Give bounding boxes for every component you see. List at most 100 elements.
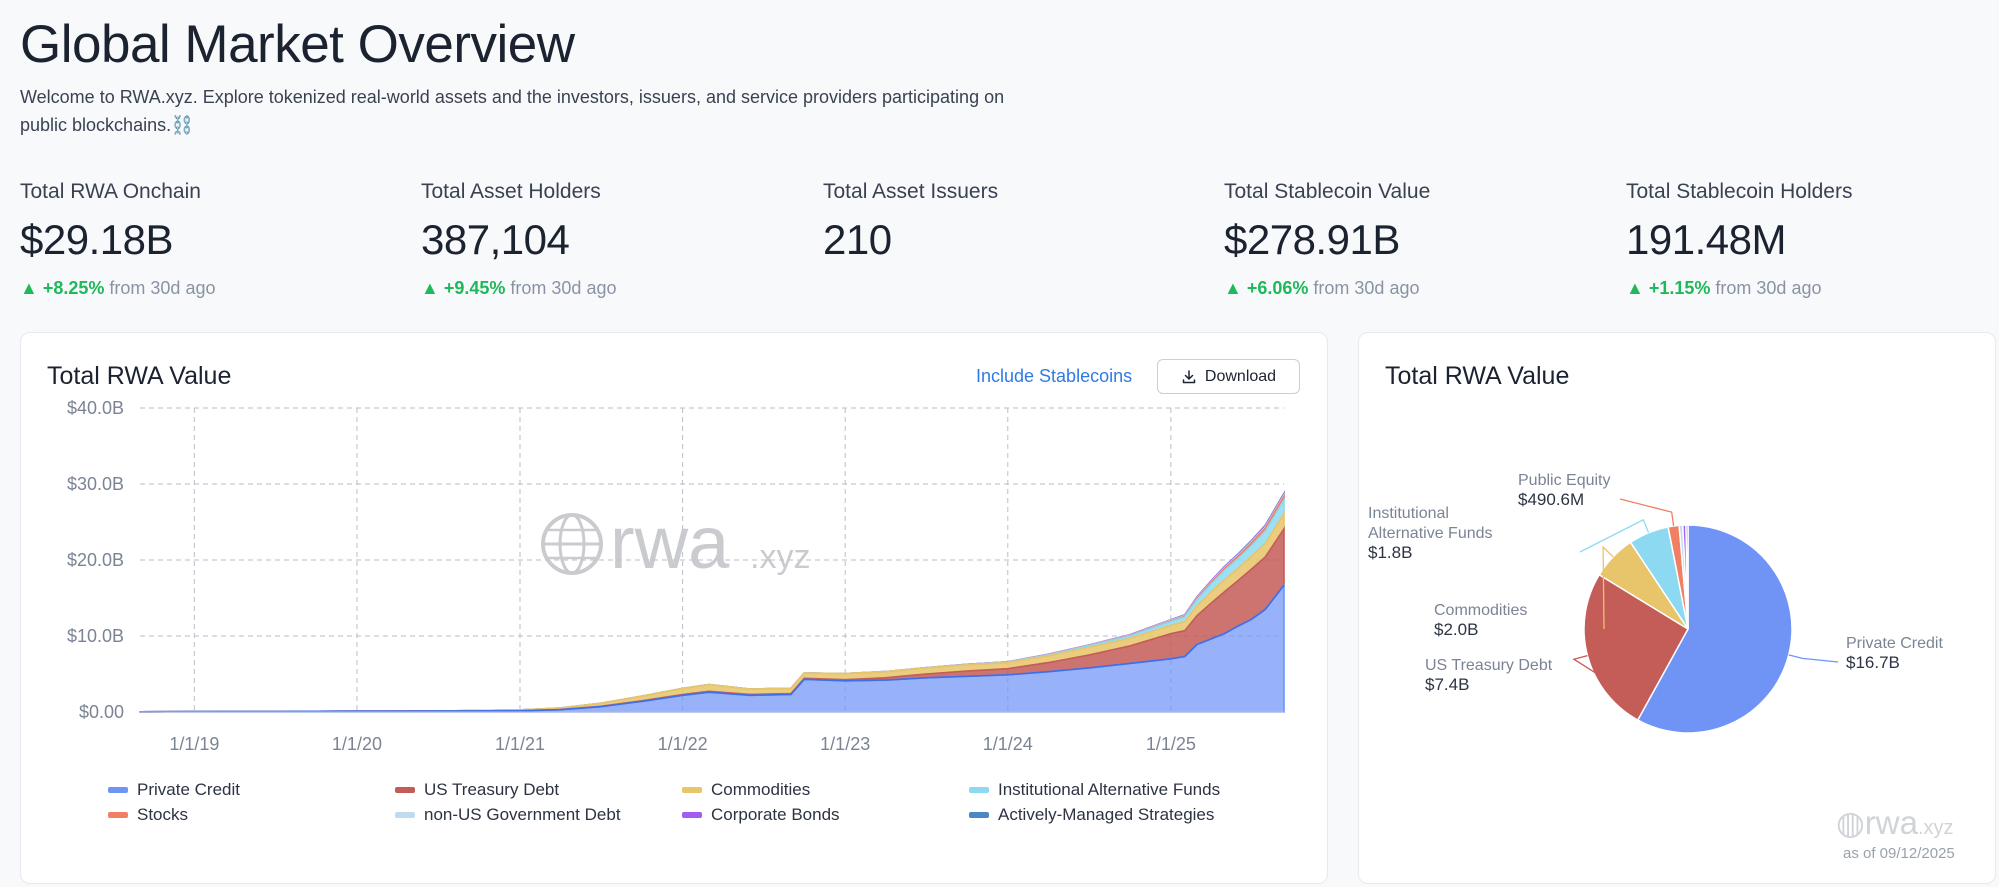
- stat-change: ▲ +1.15% from 30d ago: [1626, 278, 1999, 299]
- pie-leader-line: [1602, 545, 1614, 630]
- watermark-tld: .xyz: [1917, 817, 1954, 839]
- stat-label: Total Asset Issuers: [823, 180, 999, 203]
- legend-label: Actively-Managed Strategies: [998, 805, 1215, 824]
- globe-icon: [541, 513, 603, 575]
- watermark-text: rwa: [1864, 804, 1918, 841]
- stat-value: 191.48M: [1626, 216, 1786, 263]
- stat-change-suffix: from 30d ago: [1715, 278, 1822, 298]
- up-triangle-icon: ▲: [421, 278, 444, 298]
- stat-value: 387,104: [421, 216, 570, 263]
- pie-label-value: $490.6M: [1518, 490, 1584, 509]
- stat-total-asset-issuers: Total Asset Issuers 210: [823, 180, 1203, 264]
- legend-swatch: [682, 812, 702, 818]
- page-title: Global Market Overview: [20, 15, 575, 74]
- pie-chart: Private Credit$16.7B US Treasury Debt$7.4…: [1368, 472, 1943, 734]
- legend-swatch: [395, 812, 415, 818]
- legend-label: Commodities: [711, 780, 811, 799]
- y-tick-label: $10.0B: [67, 626, 124, 646]
- legend-item-non-us-government-debt[interactable]: non-US Government Debt: [395, 805, 682, 825]
- legend-swatch: [395, 787, 415, 793]
- download-button[interactable]: Download: [1157, 359, 1300, 394]
- download-label: Download: [1204, 367, 1277, 385]
- legend-item-private-credit[interactable]: Private Credit: [108, 780, 395, 800]
- pie-slice-actively-managed-strategies[interactable]: [1685, 524, 1689, 630]
- include-stablecoins-toggle[interactable]: Include Stablecoins: [976, 366, 1133, 386]
- stat-change-value: +1.15%: [1648, 278, 1711, 298]
- area-chart-legend: Private Credit US Treasury Debt Commoditie…: [108, 780, 1308, 825]
- area-chart: $0.00 $10.0B $20.0B $30.0B $40.0B 1/1/19 1/1/2…: [67, 398, 1285, 754]
- pie-leader-line: [1619, 498, 1675, 527]
- area-chart-title: Total RWA Value: [47, 362, 232, 390]
- stat-change-suffix: from 30d ago: [510, 278, 617, 298]
- legend-swatch: [969, 787, 989, 793]
- stat-change: ▲ +8.25% from 30d ago: [20, 278, 400, 299]
- pie-label-name: Institutional: [1368, 505, 1449, 522]
- legend-swatch: [108, 787, 128, 793]
- x-tick-label: 1/1/20: [332, 734, 382, 754]
- pie-chart-title: Total RWA Value: [1385, 362, 1570, 390]
- legend-swatch: [682, 787, 702, 793]
- pie-label-value: $2.0B: [1434, 620, 1478, 639]
- legend-item-us-treasury-debt[interactable]: US Treasury Debt: [395, 780, 682, 800]
- up-triangle-icon: ▲: [1224, 278, 1247, 298]
- stat-value: 210: [823, 216, 892, 263]
- pie-label-name: Commodities: [1434, 602, 1527, 619]
- x-tick-label: 1/1/22: [658, 734, 708, 754]
- legend-label: Stocks: [137, 805, 189, 824]
- stat-total-asset-holders: Total Asset Holders 387,104 ▲ +9.45% fro…: [421, 180, 801, 299]
- pie-label-name: Private Credit: [1846, 635, 1943, 652]
- legend-item-corporate-bonds[interactable]: Corporate Bonds: [682, 805, 969, 825]
- legend-item-actively-managed-strategies[interactable]: Actively-Managed Strategies: [969, 805, 1256, 825]
- x-tick-label: 1/1/24: [983, 734, 1033, 754]
- pie-watermark: ◍rwa.xyz: [1836, 803, 1954, 842]
- pie-label-value: $16.7B: [1846, 653, 1900, 672]
- as-of-date: as of 09/12/2025: [1843, 845, 1955, 862]
- legend-label: US Treasury Debt: [424, 780, 560, 799]
- stat-total-rwa-onchain: Total RWA Onchain $29.18B ▲ +8.25% from …: [20, 180, 400, 299]
- stat-change-value: +6.06%: [1246, 278, 1309, 298]
- pie-leader-line: [1579, 518, 1650, 553]
- watermark-tld: .xyz: [750, 538, 810, 576]
- stat-value: $278.91B: [1224, 216, 1400, 263]
- y-tick-label: $40.0B: [67, 398, 124, 418]
- legend-label: Corporate Bonds: [711, 805, 840, 824]
- legend-label: non-US Government Debt: [424, 805, 621, 824]
- up-triangle-icon: ▲: [20, 278, 43, 298]
- legend-label: Institutional Alternative Funds: [998, 780, 1221, 799]
- pie-label-value: $1.8B: [1368, 543, 1412, 562]
- x-tick-label: 1/1/21: [495, 734, 545, 754]
- y-tick-label: $0.00: [79, 702, 124, 722]
- pie-label-name: US Treasury Debt: [1425, 657, 1553, 674]
- x-tick-label: 1/1/25: [1146, 734, 1196, 754]
- stat-label: Total Stablecoin Value: [1224, 180, 1431, 203]
- stat-total-stablecoin-value: Total Stablecoin Value $278.91B ▲ +6.06%…: [1224, 180, 1604, 299]
- globe-icon: ◍: [1836, 804, 1865, 841]
- stat-change-value: +9.45%: [443, 278, 506, 298]
- pie-label-name: Alternative Funds: [1368, 525, 1493, 542]
- area-series-top-line: [139, 584, 1285, 713]
- watermark-text: rwa: [610, 501, 730, 584]
- stat-total-stablecoin-holders: Total Stablecoin Holders 191.48M ▲ +1.15…: [1626, 180, 1999, 299]
- stat-change: ▲ +6.06% from 30d ago: [1224, 278, 1604, 299]
- pie-slice-private-credit[interactable]: [1636, 524, 1793, 734]
- x-tick-label: 1/1/19: [169, 734, 219, 754]
- legend-swatch: [108, 812, 128, 818]
- y-tick-label: $30.0B: [67, 474, 124, 494]
- download-icon: [1182, 369, 1196, 383]
- pie-leader-line: [1788, 654, 1839, 663]
- legend-label: Private Credit: [137, 780, 240, 799]
- pie-leader-line: [1572, 654, 1614, 685]
- y-tick-label: $20.0B: [67, 550, 124, 570]
- stat-change-value: +8.25%: [42, 278, 105, 298]
- stat-change-suffix: from 30d ago: [109, 278, 216, 298]
- stat-label: Total Asset Holders: [421, 180, 601, 203]
- stat-change-suffix: from 30d ago: [1313, 278, 1420, 298]
- up-triangle-icon: ▲: [1626, 278, 1649, 298]
- legend-item-institutional-alternative-funds[interactable]: Institutional Alternative Funds: [969, 780, 1256, 800]
- legend-item-commodities[interactable]: Commodities: [682, 780, 969, 800]
- legend-swatch: [969, 812, 989, 818]
- watermark: rwa .xyz: [541, 501, 810, 584]
- intro-text: Welcome to RWA.xyz. Explore tokenized re…: [20, 87, 1005, 135]
- legend-item-stocks[interactable]: Stocks: [108, 805, 395, 825]
- stat-label: Total Stablecoin Holders: [1626, 180, 1853, 203]
